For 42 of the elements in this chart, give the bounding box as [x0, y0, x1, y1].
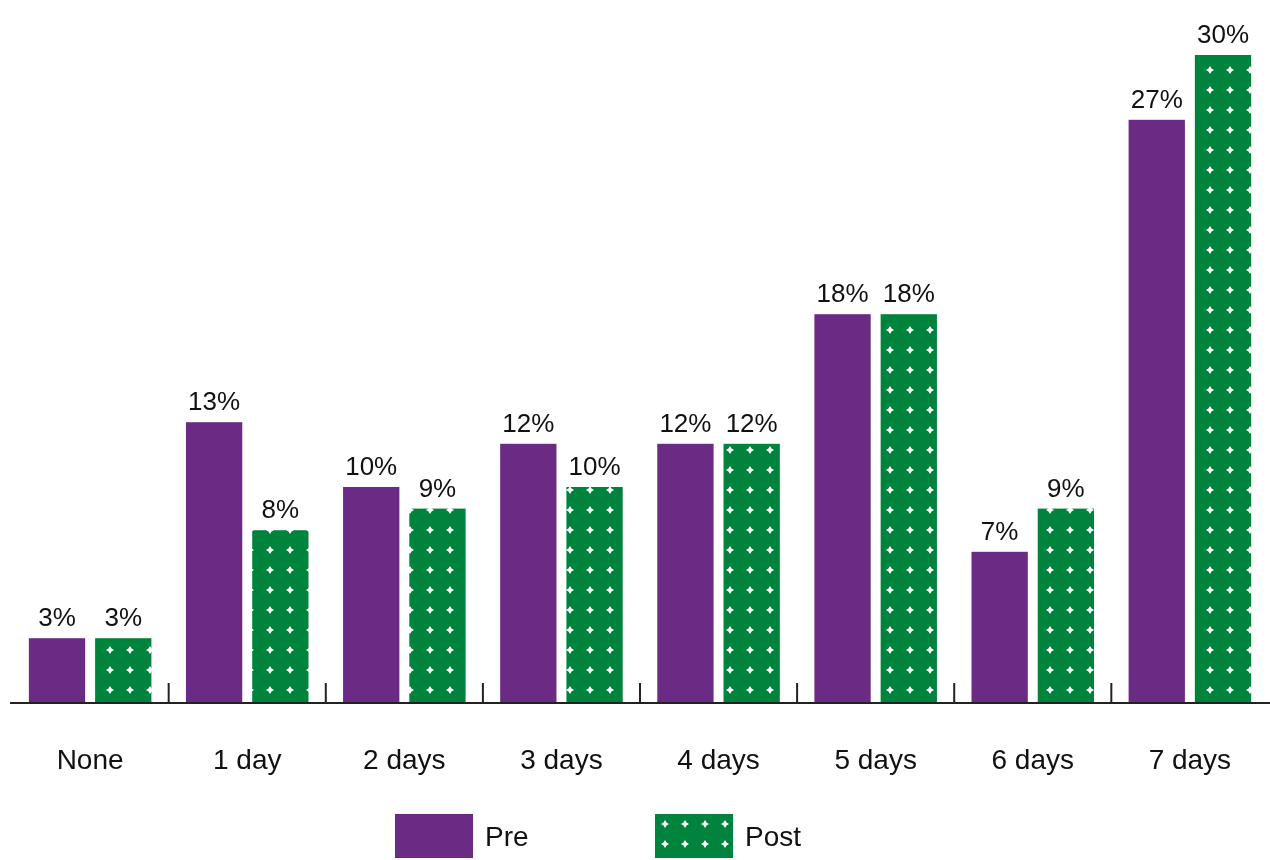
data-label: 18%	[816, 278, 869, 309]
data-label: 9%	[1047, 472, 1085, 503]
bar	[971, 551, 1028, 703]
data-label: 12%	[725, 407, 778, 438]
x-tick-label: 6 days	[991, 744, 1075, 775]
bar	[409, 508, 466, 703]
bar	[343, 487, 400, 703]
bar	[880, 314, 937, 703]
data-label: 10%	[568, 451, 621, 481]
data-label: 12%	[659, 407, 712, 438]
bar	[657, 443, 714, 703]
x-tick-label: 3 days	[520, 744, 603, 775]
bar	[500, 443, 557, 703]
legend-label: Pre	[485, 821, 529, 852]
bar	[1037, 508, 1095, 703]
x-tick-label: 4 days	[677, 744, 760, 775]
x-tick-label: 2 days	[363, 744, 446, 775]
x-tick-label: 7 days	[1148, 744, 1232, 775]
data-label: 3%	[104, 602, 143, 633]
data-label: 9%	[418, 472, 457, 503]
x-tick-label: 5 days	[834, 744, 917, 775]
data-label: 12%	[502, 407, 555, 438]
x-tick-label: None	[56, 744, 124, 775]
data-label: 7%	[980, 515, 1019, 546]
bar	[814, 314, 871, 703]
bar	[1128, 119, 1185, 703]
legend-label: Post	[745, 821, 802, 852]
bar	[28, 638, 86, 703]
bar	[1194, 55, 1252, 703]
bar	[95, 638, 152, 703]
data-label: 3%	[38, 602, 76, 633]
x-tick-label: 1 day	[212, 744, 282, 775]
bar	[252, 530, 309, 703]
data-label: 8%	[261, 494, 300, 525]
data-label: 13%	[188, 386, 241, 417]
bar	[723, 443, 780, 703]
bar	[185, 422, 243, 703]
data-label: 10%	[345, 451, 398, 481]
data-label: 30%	[1196, 19, 1250, 49]
data-label: 27%	[1130, 83, 1183, 114]
bar	[566, 487, 623, 703]
data-label: 18%	[882, 278, 935, 309]
